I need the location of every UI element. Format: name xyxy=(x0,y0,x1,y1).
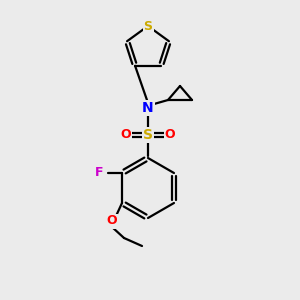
Text: F: F xyxy=(95,167,103,179)
Text: N: N xyxy=(142,101,154,115)
Text: S: S xyxy=(143,20,152,32)
Text: O: O xyxy=(107,214,117,227)
Text: O: O xyxy=(121,128,131,142)
Text: S: S xyxy=(143,128,153,142)
Text: O: O xyxy=(165,128,175,142)
